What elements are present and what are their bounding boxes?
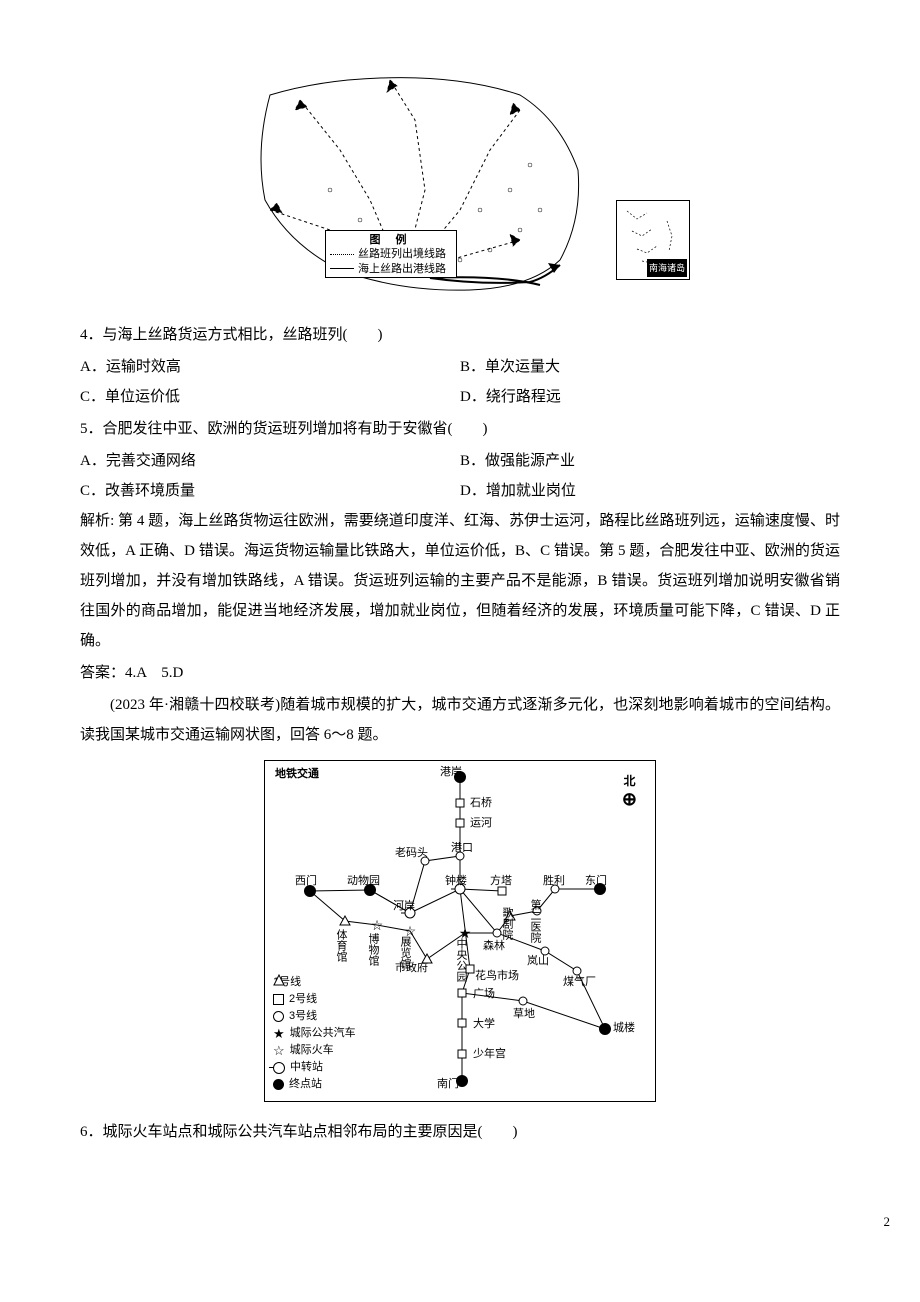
- inset-label: 南海诸岛: [647, 259, 687, 277]
- station-体育馆: 体育馆: [335, 929, 346, 962]
- station-煤气厂: 煤气厂: [563, 977, 596, 988]
- station-钟楼: 钟楼: [445, 876, 467, 887]
- station-市政府: 市政府: [395, 963, 428, 974]
- analysis-45: 解析: 第 4 题，海上丝路货物运往欧洲，需要绕道印度洋、红海、苏伊士运河，路程…: [80, 506, 840, 656]
- station-港口: 港口: [451, 843, 473, 854]
- station-歌剧院: 歌剧院: [501, 907, 512, 940]
- station-岚山: 岚山: [527, 956, 549, 967]
- figure-transit-network: 地铁交通 北 ⊕ ☆☆★ 1号线2号线3号线★城际公共汽车☆城际火车中转站终点站…: [80, 760, 840, 1102]
- svg-text:☆: ☆: [371, 917, 384, 933]
- station-运河: 运河: [470, 818, 492, 829]
- q5-opt-c: C．改善环境质量: [80, 476, 460, 506]
- q4-opt-d: D．绕行路程远: [460, 382, 840, 412]
- station-博物馆: 博物馆: [367, 933, 378, 966]
- legend-城际公共汽车: ★城际公共汽车: [273, 1025, 356, 1042]
- station-广场: 广场: [473, 989, 495, 1000]
- station-第二医院: 第二医院: [529, 899, 540, 943]
- legend-中转站: 中转站: [273, 1059, 356, 1076]
- passage-68: (2023 年·湘赣十四校联考)随着城市规模的扩大，城市交通方式逐渐多元化，也深…: [80, 690, 840, 750]
- station-老码头: 老码头: [395, 848, 428, 859]
- legend-1号线: 1号线: [273, 974, 356, 991]
- legend-item-solid: 海上丝路出港线路: [358, 262, 446, 276]
- page-number: 2: [0, 1209, 920, 1235]
- station-胜利: 胜利: [543, 876, 565, 887]
- q5-opt-b: B．做强能源产业: [460, 446, 840, 476]
- station-少年宫: 少年宫: [473, 1049, 506, 1060]
- station-河岸: 河岸: [393, 901, 415, 912]
- legend-item-dashed: 丝路班列出境线路: [358, 247, 446, 261]
- station-城楼: 城楼: [613, 1023, 635, 1034]
- station-方塔: 方塔: [490, 876, 512, 887]
- station-草地: 草地: [513, 1009, 535, 1020]
- q5-opt-d: D．增加就业岗位: [460, 476, 840, 506]
- station-石桥: 石桥: [470, 798, 492, 809]
- station-南门: 南门: [437, 1079, 459, 1090]
- station-动物园: 动物园: [347, 876, 380, 887]
- station-东门: 东门: [585, 876, 607, 887]
- station-西门: 西门: [295, 876, 317, 887]
- station-港岸: 港岸: [440, 767, 462, 778]
- legend-title: 图 例: [330, 233, 452, 247]
- page-body: 图 例 丝路班列出境线路 海上丝路出港线路 南海诸岛 4．与海上丝路货运: [0, 0, 920, 1179]
- q4-stem: 4．与海上丝路货运方式相比，丝路班列( ): [80, 320, 840, 350]
- south-china-sea-inset: 南海诸岛: [616, 200, 690, 280]
- fig2-legend: 1号线2号线3号线★城际公共汽车☆城际火车中转站终点站: [273, 974, 356, 1093]
- q4-opt-c: C．单位运价低: [80, 382, 460, 412]
- legend-2号线: 2号线: [273, 991, 356, 1008]
- q5-stem: 5．合肥发往中亚、欧洲的货运班列增加将有助于安徽省( ): [80, 414, 840, 444]
- q6-stem: 6．城际火车站点和城际公共汽车站点相邻布局的主要原因是( ): [80, 1117, 840, 1147]
- map-legend: 图 例 丝路班列出境线路 海上丝路出港线路: [325, 230, 457, 278]
- legend-城际火车: ☆城际火车: [273, 1042, 356, 1059]
- station-大学: 大学: [473, 1019, 495, 1030]
- station-花鸟市场: 花鸟市场: [475, 971, 519, 982]
- q4-opt-b: B．单次运量大: [460, 352, 840, 382]
- q4-opt-a: A．运输时效高: [80, 352, 460, 382]
- figure-china-map: 图 例 丝路班列出境线路 海上丝路出港线路 南海诸岛: [80, 60, 840, 305]
- answer-45: 答案：4.A 5.D: [80, 658, 840, 688]
- station-森林: 森林: [483, 941, 505, 952]
- station-中央公园: 中央公园: [455, 938, 466, 982]
- q5-options: A．完善交通网络 B．做强能源产业 C．改善环境质量 D．增加就业岗位: [80, 446, 840, 506]
- legend-3号线: 3号线: [273, 1008, 356, 1025]
- q5-opt-a: A．完善交通网络: [80, 446, 460, 476]
- legend-终点站: 终点站: [273, 1076, 356, 1093]
- q4-options: A．运输时效高 B．单次运量大 C．单位运价低 D．绕行路程远: [80, 352, 840, 412]
